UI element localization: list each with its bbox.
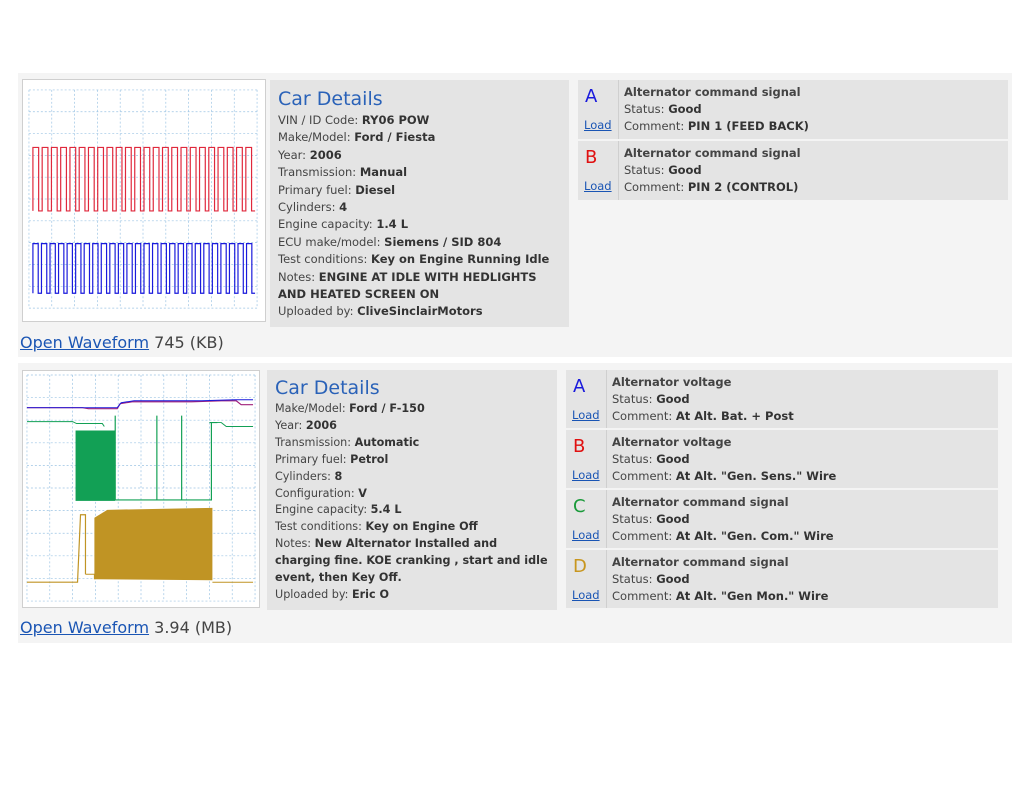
open-waveform-row: Open Waveform 3.94 (MB) [20,618,232,637]
channel-info: Alternator command signal Status: Good C… [612,494,992,545]
channel-letter: A [573,376,586,397]
load-link[interactable]: Load [572,528,600,542]
load-link[interactable]: Load [572,468,600,482]
waveform-trace-c-burst [75,430,116,501]
detail-transmission: Transmission: Automatic [275,435,420,449]
detail-test-conditions: Test conditions: Key on Engine Off [275,520,478,534]
detail-ecu: ECU make/model: Siemens / SID 804 [278,234,502,249]
load-link[interactable]: Load [572,408,600,422]
waveform-trace-d-crank [26,514,87,583]
channel-list: A Load Alternator voltage Status: Good C… [566,370,998,610]
channel-status: Status: Good [624,163,702,177]
channel-c-left: C Load [566,490,607,548]
waveform-entry-2: Open Waveform 3.94 (MB) Car Details Make… [18,363,1012,643]
channel-letter: A [585,86,598,107]
open-waveform-link[interactable]: Open Waveform [20,618,150,637]
detail-notes: Notes: New Alternator Installed and char… [275,537,548,585]
channel-info: Alternator voltage Status: Good Comment:… [612,374,992,425]
channel-b: B Load Alternator voltage Status: Good C… [566,430,998,490]
waveform-trace-a [26,399,254,409]
channel-status: Status: Good [612,572,690,586]
channel-d: D Load Alternator command signal Status:… [566,550,998,610]
channel-info: Alternator command signal Status: Good C… [624,84,1002,135]
car-details-panel: Car Details Make/Model: Ford / F-150 Yea… [267,370,557,610]
channel-c: C Load Alternator command signal Status:… [566,490,998,550]
detail-make-model: Make/Model: Ford / F-150 [275,402,425,415]
channel-a-left: A Load [578,80,619,139]
detail-engine-capacity: Engine capacity: 5.4 L [275,503,402,517]
detail-configuration: Configuration: V [275,486,367,500]
channel-b-left: B Load [566,430,607,488]
file-size: 745 (KB) [154,333,224,352]
detail-notes: Notes: ENGINE AT IDLE WITH HEDLIGHTS AND… [278,269,537,302]
channel-letter: D [573,556,587,577]
channel-comment: Comment: At Alt. Bat. + Post [612,409,794,423]
channel-status: Status: Good [612,512,690,526]
channel-list: A Load Alternator command signal Status:… [578,80,1008,202]
detail-cylinders: Cylinders: 8 [275,469,343,483]
waveform-trace-c-pulses [114,415,218,501]
open-waveform-row: Open Waveform 745 (KB) [20,333,224,352]
channel-status: Status: Good [612,392,690,406]
channel-a: A Load Alternator command signal Status:… [578,80,1008,141]
car-details-title: Car Details [278,88,383,110]
load-link[interactable]: Load [572,588,600,602]
car-details-panel: Car Details VIN / ID Code: RY06 POW Make… [270,80,569,327]
channel-title: Alternator voltage [612,375,732,389]
detail-uploaded-by: Uploaded by: Eric O [275,587,390,601]
waveform-thumbnail[interactable] [22,370,260,608]
waveform-trace-b [26,400,254,410]
waveform-trace-a [32,146,256,212]
detail-transmission: Transmission: Manual [278,165,408,180]
detail-vin: VIN / ID Code: RY06 POW [278,113,430,127]
detail-make-model: Make/Model: Ford / Fiesta [278,130,436,145]
channel-title: Alternator command signal [612,495,789,509]
car-details-title: Car Details [275,377,380,399]
channel-info: Alternator command signal Status: Good C… [612,554,992,605]
waveform-entry-1: Open Waveform 745 (KB) Car Details VIN /… [18,73,1012,357]
detail-uploaded-by: Uploaded by: CliveSinclairMotors [278,304,483,319]
channel-comment: Comment: PIN 2 (CONTROL) [624,180,799,194]
channel-b: B Load Alternator command signal Status:… [578,141,1008,202]
detail-primary-fuel: Primary fuel: Diesel [278,182,396,197]
load-link[interactable]: Load [584,179,612,193]
channel-status: Status: Good [624,102,702,116]
load-link[interactable]: Load [584,118,612,132]
detail-year: Year: 2006 [278,147,342,162]
channel-comment: Comment: At Alt. "Gen. Com." Wire [612,529,834,543]
channel-a: A Load Alternator voltage Status: Good C… [566,370,998,430]
detail-primary-fuel: Primary fuel: Petrol [275,452,389,466]
channel-comment: Comment: At Alt. "Gen Mon." Wire [612,589,829,603]
waveform-preview-image [28,89,258,309]
channel-info: Alternator voltage Status: Good Comment:… [612,434,992,485]
detail-year: Year: 2006 [275,418,337,432]
waveform-trace-c-idle [26,421,105,427]
channel-title: Alternator command signal [624,85,801,99]
detail-engine-capacity: Engine capacity: 1.4 L [278,217,409,232]
detail-test-conditions: Test conditions: Key on Engine Running I… [278,252,550,267]
waveform-trace-c-tail [211,422,254,428]
waveform-grid [28,89,258,309]
channel-title: Alternator voltage [612,435,732,449]
channel-letter: C [573,496,586,517]
waveform-trace-b [32,243,256,294]
channel-d-left: D Load [566,550,607,608]
waveform-trace-d-active [94,507,213,581]
waveform-preview-image [26,374,256,602]
channel-letter: B [585,147,598,168]
channel-title: Alternator command signal [624,146,801,160]
channel-status: Status: Good [612,452,690,466]
channel-title: Alternator command signal [612,555,789,569]
channel-comment: Comment: PIN 1 (FEED BACK) [624,119,809,133]
channel-a-left: A Load [566,370,607,428]
file-size: 3.94 (MB) [154,618,233,637]
channel-comment: Comment: At Alt. "Gen. Sens." Wire [612,469,837,483]
open-waveform-link[interactable]: Open Waveform [20,333,150,352]
channel-letter: B [573,436,586,457]
detail-cylinders: Cylinders: 4 [278,200,348,215]
channel-info: Alternator command signal Status: Good C… [624,145,1002,196]
waveform-thumbnail[interactable] [22,79,266,322]
channel-b-left: B Load [578,141,619,200]
